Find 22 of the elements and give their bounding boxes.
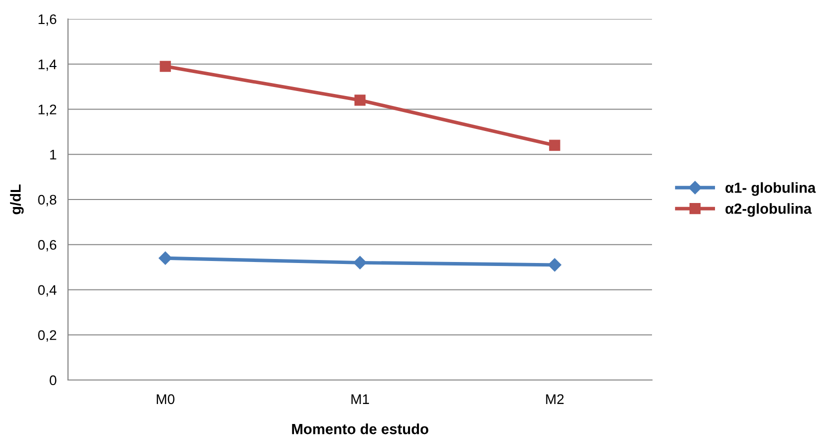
y-tick-label: 0,6	[38, 240, 56, 252]
point	[353, 256, 367, 270]
y-axis-title: g/dL	[10, 184, 24, 214]
x-tick-label: M2	[546, 394, 564, 404]
point	[548, 258, 562, 272]
point	[158, 252, 172, 265]
y-tick-label: 1,6	[38, 14, 56, 26]
y-tick-label: 1,2	[38, 104, 56, 116]
point	[549, 140, 560, 151]
point	[160, 60, 171, 72]
legend-label: α2-globulina	[726, 203, 812, 217]
x-axis-title: Momento de estudo	[292, 424, 428, 434]
y-tick-label: 1,4	[38, 60, 56, 71]
x-tick-label: M1	[351, 394, 369, 404]
x-tick-label: M0	[156, 394, 174, 404]
legend-label: α1- globulina	[726, 182, 816, 196]
y-tick-label: 0,8	[38, 194, 56, 206]
y-tick-label: 0,2	[38, 330, 56, 342]
y-tick-label: 1	[50, 150, 56, 160]
point	[354, 94, 366, 106]
y-tick-label: 0,4	[38, 285, 56, 297]
y-tick-label: 0	[50, 375, 56, 386]
